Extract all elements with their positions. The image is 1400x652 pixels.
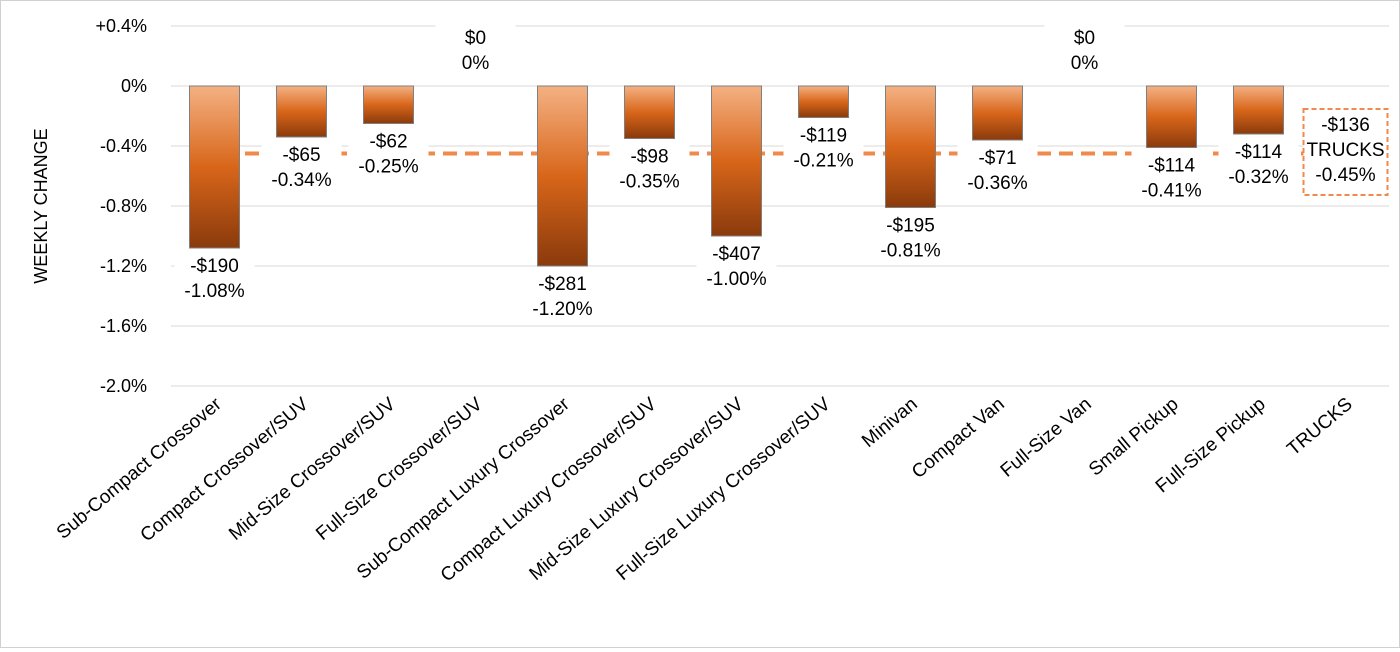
bar xyxy=(1146,85,1197,148)
data-label-background xyxy=(522,270,603,322)
y-axis-label: WEEKLY CHANGE xyxy=(31,128,51,283)
data-label-dollar: $0 xyxy=(1074,28,1095,49)
y-tick-label: -1.6% xyxy=(100,316,147,336)
data-label-dollar: -$407 xyxy=(712,244,761,265)
bar xyxy=(537,85,588,267)
average-callout-percent: -0.45% xyxy=(1315,165,1375,186)
data-label-dollar: -$65 xyxy=(282,145,320,166)
data-label-percent: -1.00% xyxy=(706,269,766,290)
x-tick-label: Full-Size Crossover/SUV xyxy=(312,394,487,545)
data-label-dollar: -$71 xyxy=(978,148,1016,169)
bar xyxy=(624,85,675,139)
data-label-background xyxy=(957,144,1038,196)
data-label-background xyxy=(1044,24,1125,76)
bar xyxy=(798,85,849,118)
y-axis-ticks: +0.4% 0% -0.4% -0.8% -1.2% -1.6% -2.0% xyxy=(95,16,147,396)
data-label-percent: -0.25% xyxy=(358,157,418,178)
average-callout-box xyxy=(1302,108,1389,196)
data-label-percent: -0.32% xyxy=(1228,167,1288,188)
x-tick-label: Compact Van xyxy=(908,394,1009,483)
data-label-percent: -0.36% xyxy=(967,173,1027,194)
data-label-background xyxy=(261,141,342,193)
data-label-dollar: -$114 xyxy=(1235,142,1283,163)
data-label-percent: -0.35% xyxy=(619,172,679,193)
data-label-percent: 0% xyxy=(1071,53,1099,74)
data-label-percent: -0.21% xyxy=(793,151,853,172)
bar xyxy=(363,85,414,124)
data-label-background xyxy=(1131,151,1212,204)
data-label-dollar: -$62 xyxy=(369,132,407,153)
data-label-percent: -1.20% xyxy=(532,299,592,320)
bar xyxy=(276,85,327,138)
y-tick-label: -1.2% xyxy=(100,256,147,276)
x-tick-label: Compact Crossover/SUV xyxy=(137,394,313,547)
bars xyxy=(189,85,1284,267)
y-tick-label: -2.0% xyxy=(100,376,147,396)
x-tick-label: Mid-Size Crossover/SUV xyxy=(225,394,400,545)
data-label-percent: -1.08% xyxy=(184,281,244,302)
data-labels: -$190 -1.08% -$65 -0.34% -$62 -0.25% $0 0% -$281… xyxy=(174,24,1389,322)
y-tick-label: -0.4% xyxy=(100,136,147,156)
bar xyxy=(885,85,936,208)
bar xyxy=(1233,85,1284,135)
y-tick-label: -0.8% xyxy=(100,196,147,216)
average-callout-name: TRUCKS xyxy=(1306,140,1384,161)
data-label-dollar: -$190 xyxy=(190,256,239,277)
data-label-background xyxy=(696,240,777,292)
data-label-dollar: $0 xyxy=(465,28,486,49)
data-label-dollar: -$195 xyxy=(886,216,935,237)
data-label-background xyxy=(609,142,690,195)
bar xyxy=(189,85,240,249)
data-label-percent: -0.41% xyxy=(1141,181,1201,202)
data-label-percent: -0.34% xyxy=(271,170,331,191)
data-label-dollar: -$98 xyxy=(630,147,668,168)
x-tick-label: Full-Size Van xyxy=(997,394,1096,482)
data-label-background xyxy=(870,211,951,264)
data-label-percent: 0% xyxy=(462,53,490,74)
data-label-background xyxy=(174,252,255,304)
data-label-dollar: -$281 xyxy=(538,274,587,295)
data-label-background xyxy=(348,127,429,180)
bar xyxy=(711,85,762,237)
x-tick-label: Minivan xyxy=(858,394,922,452)
bar xyxy=(972,85,1023,141)
data-label-background xyxy=(435,24,516,76)
data-label-background xyxy=(1218,138,1299,190)
data-label-dollar: -$119 xyxy=(800,126,847,147)
x-tick-label: TRUCKS xyxy=(1283,394,1356,460)
x-tick-label: Sub-Compact Crossover xyxy=(53,393,226,543)
gridlines xyxy=(171,25,1389,387)
y-tick-label: +0.4% xyxy=(95,16,147,36)
average-callout-dollar: -$136 xyxy=(1321,115,1370,136)
data-label-background xyxy=(783,121,864,174)
data-label-dollar: -$114 xyxy=(1148,156,1196,177)
y-tick-label: 0% xyxy=(121,76,147,96)
data-label-percent: -0.81% xyxy=(880,241,940,262)
